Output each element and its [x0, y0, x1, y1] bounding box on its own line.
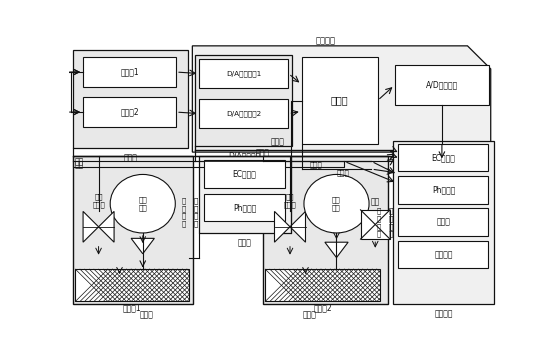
FancyBboxPatch shape: [199, 59, 289, 88]
Text: 水管: 水管: [75, 161, 84, 170]
Text: A/D转换模块: A/D转换模块: [426, 80, 458, 90]
Text: 肥料罐: 肥料罐: [140, 311, 154, 320]
Text: 测量装置: 测量装置: [434, 309, 453, 318]
Polygon shape: [274, 211, 290, 242]
FancyBboxPatch shape: [361, 210, 390, 239]
Ellipse shape: [304, 174, 369, 233]
Text: D/A转换模块1: D/A转换模块1: [226, 70, 262, 77]
FancyBboxPatch shape: [195, 55, 293, 146]
FancyBboxPatch shape: [204, 194, 285, 222]
FancyBboxPatch shape: [204, 160, 285, 188]
Text: 肥料管: 肥料管: [270, 138, 284, 147]
Text: 酸液
电磁阀: 酸液 电磁阀: [284, 193, 296, 208]
FancyBboxPatch shape: [263, 156, 388, 304]
Polygon shape: [325, 242, 348, 258]
FancyBboxPatch shape: [75, 269, 189, 301]
Text: EC传感器: EC传感器: [233, 169, 257, 178]
Polygon shape: [83, 211, 98, 242]
Text: 控制器: 控制器: [331, 96, 348, 105]
FancyBboxPatch shape: [399, 144, 488, 172]
Text: EC测量仪: EC测量仪: [431, 153, 455, 162]
Text: 吸肥
液泵: 吸肥 液泵: [138, 197, 147, 211]
FancyBboxPatch shape: [265, 269, 380, 301]
Text: 过滤器: 过滤器: [436, 218, 450, 227]
Text: 控制系统: 控制系统: [316, 36, 336, 45]
Text: 酸液管: 酸液管: [336, 170, 349, 176]
Text: 过滤器2: 过滤器2: [313, 303, 332, 312]
FancyBboxPatch shape: [399, 241, 488, 268]
Text: 酸
液
装
置: 酸 液 装 置: [389, 208, 393, 237]
FancyBboxPatch shape: [83, 57, 176, 87]
Text: 水管: 水管: [75, 158, 84, 167]
Text: 肥
料
导
管: 肥 料 导 管: [182, 197, 186, 227]
Polygon shape: [131, 238, 154, 254]
FancyBboxPatch shape: [393, 141, 494, 304]
Text: 变频器: 变频器: [123, 154, 137, 163]
FancyBboxPatch shape: [73, 156, 193, 304]
FancyBboxPatch shape: [73, 50, 187, 148]
Text: D/A转换模块2: D/A转换模块2: [226, 110, 262, 117]
Text: 肥料
电磁阀: 肥料 电磁阀: [92, 193, 105, 208]
Text: D/A转换模块: D/A转换模块: [228, 151, 260, 160]
Polygon shape: [290, 211, 305, 242]
Text: 传感器: 传感器: [238, 238, 252, 247]
FancyBboxPatch shape: [199, 99, 289, 128]
Text: 变频器1: 变频器1: [120, 68, 139, 77]
Text: 酸液罐: 酸液罐: [302, 311, 316, 320]
Text: 检测仪表: 检测仪表: [434, 250, 453, 259]
Text: 肥
料
装
置: 肥 料 装 置: [193, 197, 197, 227]
Text: 酸
液
导
管: 酸 液 导 管: [377, 208, 381, 237]
FancyBboxPatch shape: [399, 208, 488, 236]
FancyBboxPatch shape: [301, 57, 378, 144]
Text: 酸液管: 酸液管: [309, 161, 322, 168]
Text: Ph测量仪: Ph测量仪: [432, 186, 455, 194]
Text: 过滤器1: 过滤器1: [123, 303, 142, 312]
Text: 肥料管: 肥料管: [256, 148, 270, 158]
FancyBboxPatch shape: [199, 156, 291, 233]
Ellipse shape: [110, 174, 175, 233]
FancyBboxPatch shape: [399, 176, 488, 204]
Text: 变频器2: 变频器2: [120, 107, 139, 117]
FancyBboxPatch shape: [83, 97, 176, 127]
Text: 吸酸
液泵: 吸酸 液泵: [332, 197, 341, 211]
Text: Ph传感器: Ph传感器: [233, 203, 257, 212]
Polygon shape: [98, 211, 114, 242]
FancyBboxPatch shape: [395, 65, 489, 105]
Text: 水阀: 水阀: [371, 197, 380, 206]
Polygon shape: [192, 46, 491, 152]
